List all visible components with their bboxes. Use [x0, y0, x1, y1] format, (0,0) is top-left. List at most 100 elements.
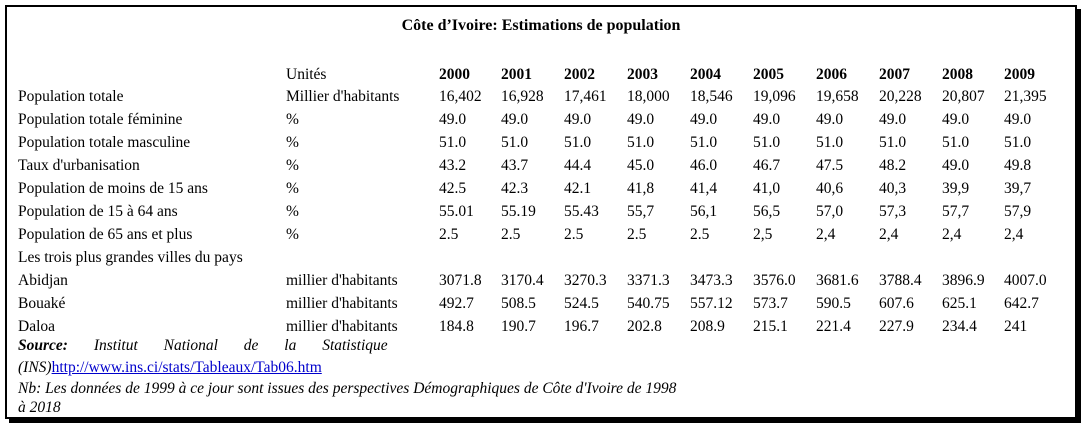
- row-unit: %: [286, 157, 299, 174]
- row-label: Population de moins de 15 ans: [18, 180, 208, 197]
- cell-value: 208.9: [690, 318, 725, 335]
- cell-value: 57,0: [816, 203, 844, 220]
- row-unit: millier d'habitants: [286, 318, 398, 335]
- cell-value: 55.19: [501, 203, 536, 220]
- cell-value: 607.6: [879, 295, 914, 312]
- row-label: Taux d'urbanisation: [18, 157, 140, 174]
- units-header: Unités: [286, 66, 327, 83]
- cell-value: 3473.3: [690, 272, 733, 289]
- cell-value: 40,3: [879, 180, 907, 197]
- cell-value: 48.2: [879, 157, 907, 174]
- cell-value: 57,9: [1004, 203, 1032, 220]
- cell-value: 42.5: [439, 180, 467, 197]
- row-unit: %: [286, 180, 299, 197]
- cell-value: 57,7: [942, 203, 970, 220]
- table-row: Abidjan millier d'habitants 3071.8 3170.4 32…: [7, 270, 1075, 292]
- year-header: 2000: [439, 66, 470, 83]
- source-label: Source:: [18, 337, 68, 354]
- cell-value: 55.01: [439, 203, 474, 220]
- cell-value: 41,0: [753, 180, 781, 197]
- source-text: Institut National de la Statistique: [93, 337, 388, 354]
- source-link[interactable]: http://www.ins.ci/stats/Tableaux/Tab06.h…: [51, 359, 322, 376]
- cell-value: 17,461: [564, 88, 607, 105]
- cell-value: 44.4: [564, 157, 592, 174]
- cell-value: 51.0: [942, 134, 970, 151]
- table-row: Population totale féminine% 49.0 49.0 49.0 4…: [7, 109, 1075, 131]
- cell-value: 45.0: [627, 157, 655, 174]
- cell-value: 573.7: [753, 295, 788, 312]
- cell-value: 590.5: [816, 295, 851, 312]
- table-row: Taux d'urbanisation% 43.2 43.7 44.4 45.0 46.0…: [7, 155, 1075, 177]
- table-row: Population de moins de 15 ans% 42.5 42.3 42…: [7, 178, 1075, 200]
- table-row: Population de 65 ans et plus% 2.5 2.5 2.5 2.…: [7, 224, 1075, 246]
- row-label: Population totale féminine: [18, 111, 183, 128]
- cell-value: 49.0: [627, 111, 655, 128]
- source-line: Source: Institut National de la Statisti…: [18, 335, 388, 356]
- year-header: 2006: [816, 66, 847, 83]
- cell-value: 43.2: [439, 157, 467, 174]
- cell-value: 625.1: [942, 295, 977, 312]
- cell-value: 221.4: [816, 318, 851, 335]
- row-label: Bouaké: [18, 295, 66, 312]
- cell-value: 49.0: [942, 157, 970, 174]
- row-label: Daloa: [18, 318, 56, 335]
- cell-value: 51.0: [501, 134, 529, 151]
- cell-value: 51.0: [439, 134, 467, 151]
- cell-value: 2.5: [501, 226, 521, 243]
- cell-value: 56,5: [753, 203, 781, 220]
- cell-value: 2.5: [690, 226, 710, 243]
- cell-value: 16,402: [439, 88, 482, 105]
- row-unit: millier d'habitants: [286, 272, 398, 289]
- row-label: Les trois plus grandes villes du pays: [18, 249, 243, 266]
- cell-value: 49.0: [816, 111, 844, 128]
- cell-value: 57,3: [879, 203, 907, 220]
- cell-value: 508.5: [501, 295, 536, 312]
- cell-value: 46.7: [753, 157, 781, 174]
- year-header: 2005: [753, 66, 784, 83]
- cell-value: 3576.0: [753, 272, 796, 289]
- cell-value: 540.75: [627, 295, 670, 312]
- cell-value: 2,4: [942, 226, 962, 243]
- cell-value: 196.7: [564, 318, 599, 335]
- row-label: Population totale: [18, 88, 124, 105]
- cell-value: 3270.3: [564, 272, 607, 289]
- cell-value: 20,807: [942, 88, 985, 105]
- cell-value: 41,8: [627, 180, 655, 197]
- table-row: Bouaké millier d'habitants 492.7 508.5 524.5…: [7, 293, 1075, 315]
- table-row: Les trois plus grandes villes du pays: [7, 247, 1075, 269]
- row-label: Population de 15 à 64 ans: [18, 203, 178, 220]
- cell-value: 49.0: [439, 111, 467, 128]
- header-row: Unités 2000 2001 2002 2003 2004 2005 2006 2007 20…: [7, 64, 1075, 86]
- cell-value: 2.5: [564, 226, 584, 243]
- cell-value: 49.0: [879, 111, 907, 128]
- cell-value: 3071.8: [439, 272, 482, 289]
- cell-value: 3170.4: [501, 272, 544, 289]
- cell-value: 49.0: [753, 111, 781, 128]
- cell-value: 3371.3: [627, 272, 670, 289]
- year-header: 2002: [564, 66, 595, 83]
- year-header: 2004: [690, 66, 721, 83]
- cell-value: 49.0: [690, 111, 718, 128]
- cell-value: 56,1: [690, 203, 718, 220]
- cell-value: 39,9: [942, 180, 970, 197]
- cell-value: 241: [1004, 318, 1028, 335]
- row-unit: %: [286, 111, 299, 128]
- cell-value: 524.5: [564, 295, 599, 312]
- table-frame: Côte d’Ivoire: Estimations de population…: [5, 5, 1077, 419]
- note-line-1: Nb: Les données de 1999 à ce jour sont i…: [18, 380, 677, 397]
- cell-value: 227.9: [879, 318, 914, 335]
- cell-value: 43.7: [501, 157, 529, 174]
- cell-value: 2.5: [439, 226, 459, 243]
- cell-value: 46.0: [690, 157, 718, 174]
- cell-value: 49.0: [1004, 111, 1032, 128]
- row-label: Population de 65 ans et plus: [18, 226, 193, 243]
- cell-value: 51.0: [879, 134, 907, 151]
- cell-value: 2,5: [753, 226, 773, 243]
- cell-value: 3681.6: [816, 272, 859, 289]
- cell-value: 2,4: [879, 226, 899, 243]
- cell-value: 3788.4: [879, 272, 922, 289]
- note-line-2: à 2018: [18, 399, 61, 416]
- cell-value: 55.43: [564, 203, 599, 220]
- cell-value: 202.8: [627, 318, 662, 335]
- cell-value: 18,000: [627, 88, 670, 105]
